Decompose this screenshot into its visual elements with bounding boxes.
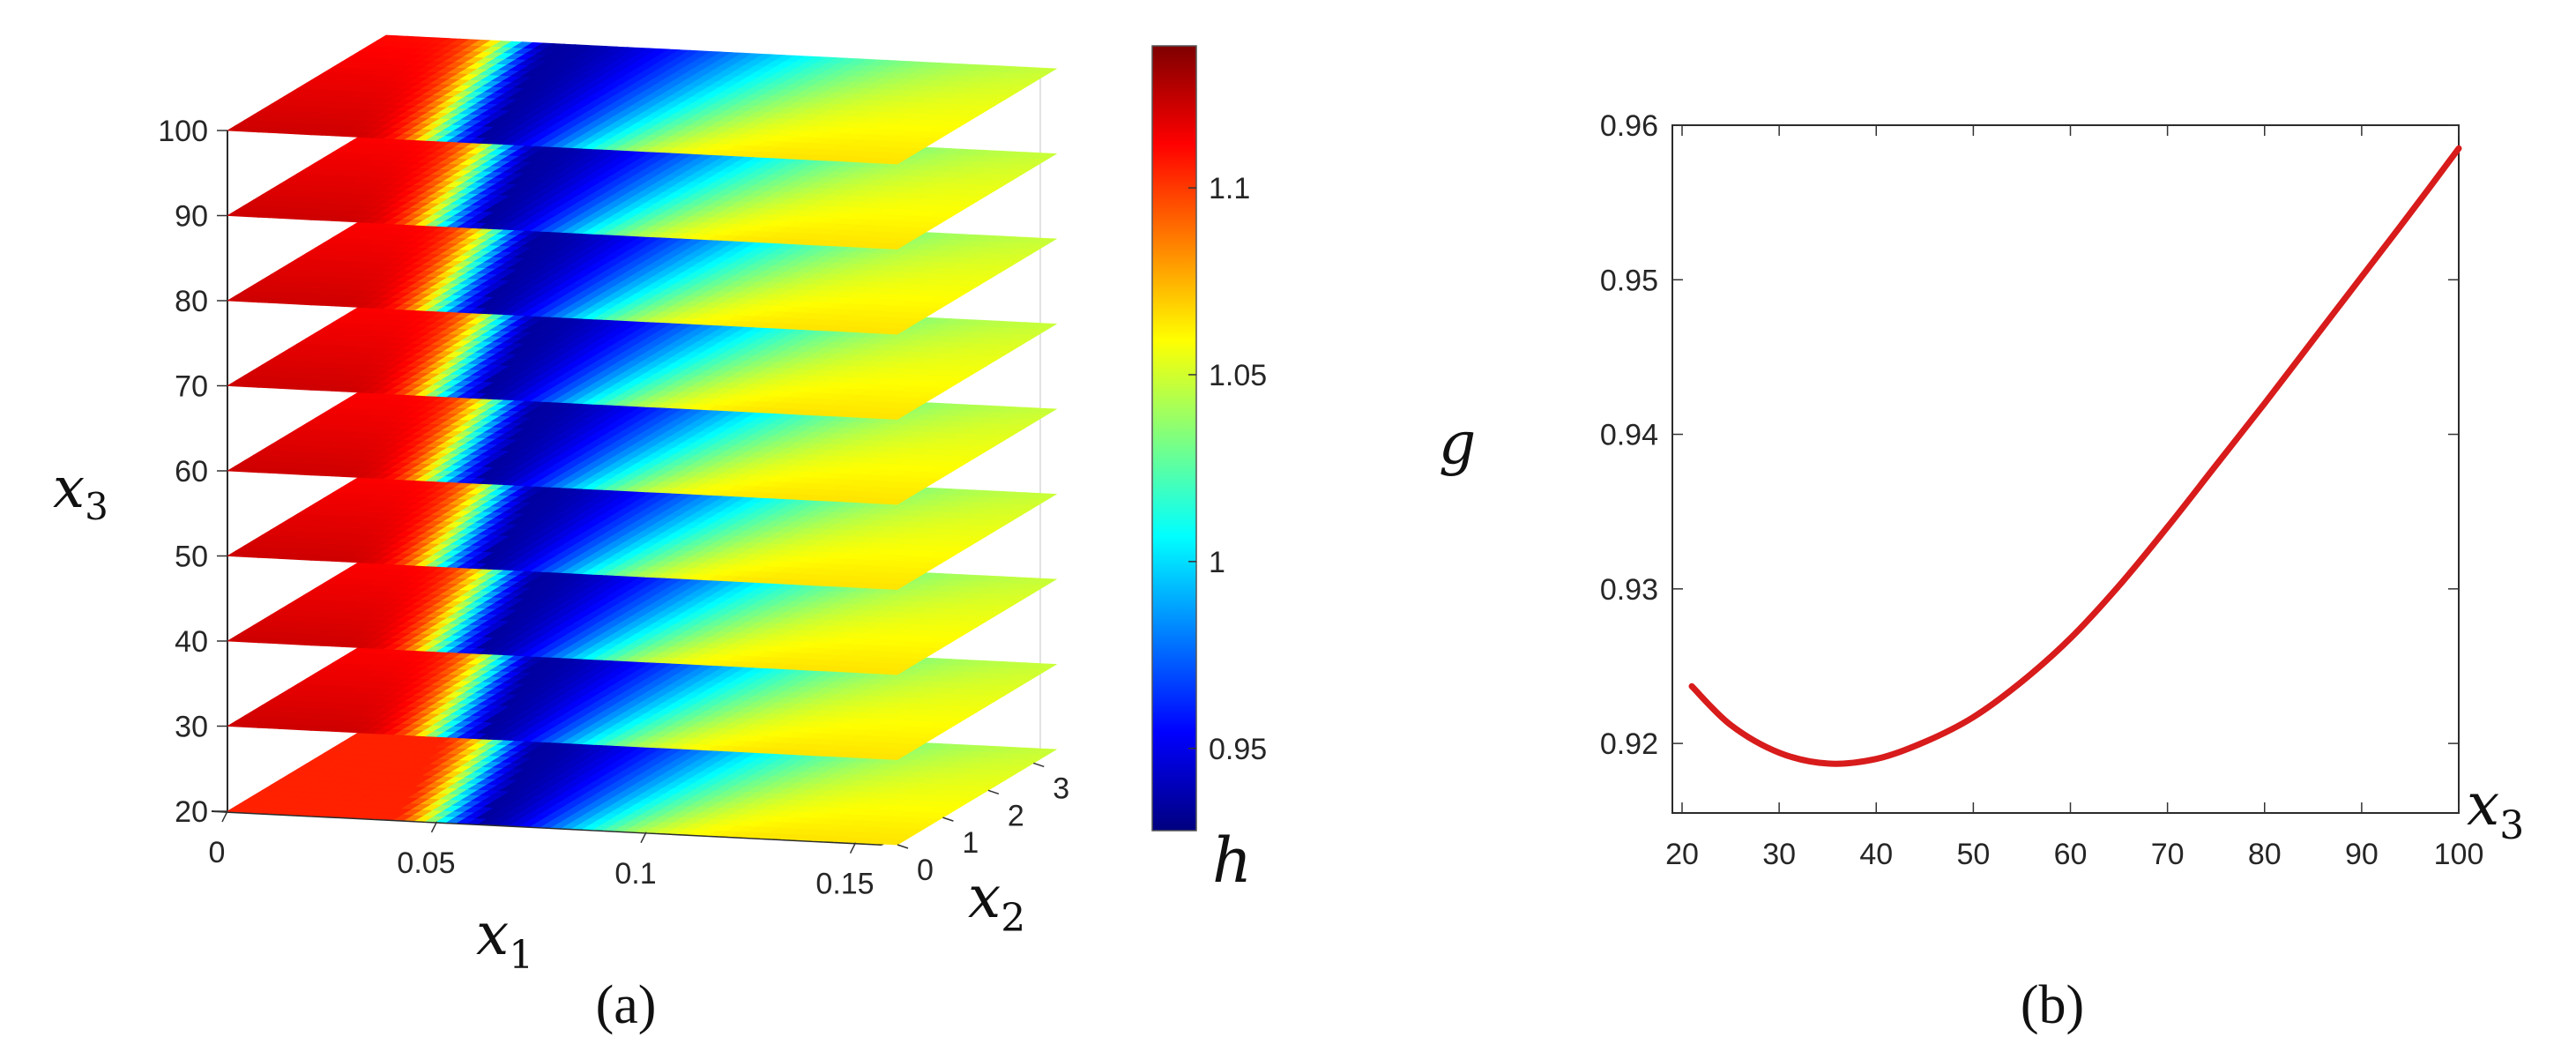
x1-axis-line [211,810,882,846]
heatmap-slices [226,34,1058,846]
